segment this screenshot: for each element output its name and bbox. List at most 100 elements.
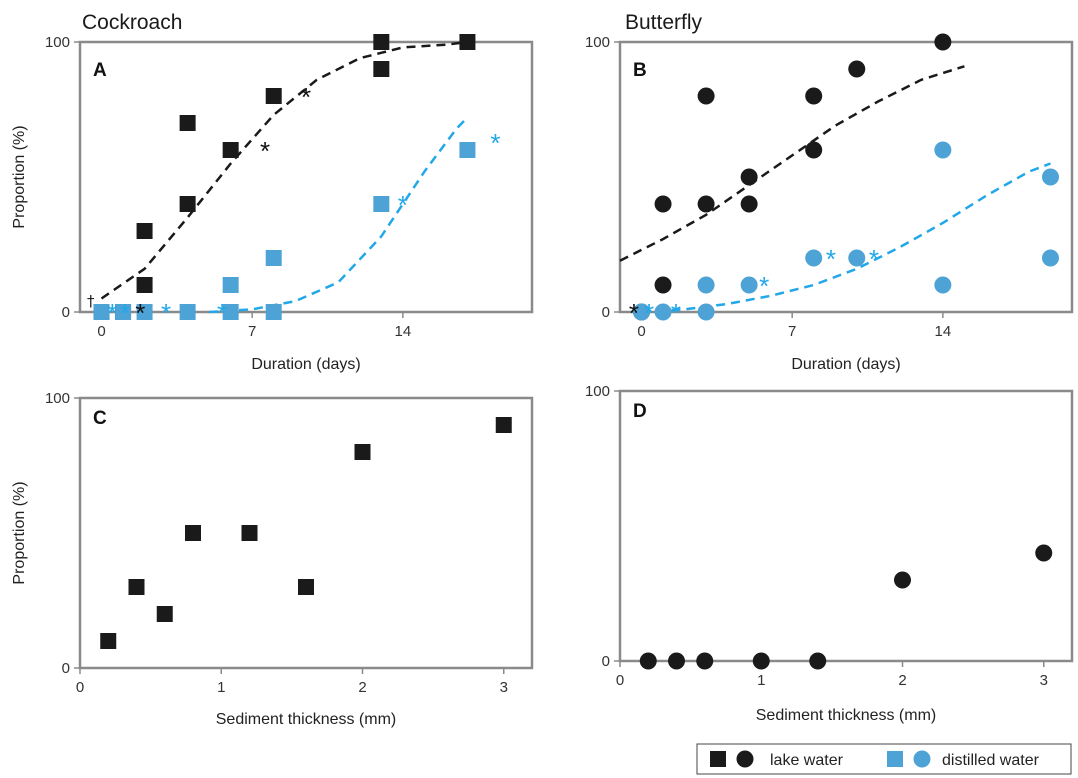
panel-letter: A [93, 60, 107, 81]
data-point-circle [639, 652, 657, 670]
data-point-circle [934, 141, 952, 159]
legend-lake-circle-marker [736, 750, 754, 768]
data-point-circle [1041, 168, 1059, 186]
data-point-square [354, 444, 371, 460]
data-point-circle [740, 168, 758, 186]
significance-star: * [629, 298, 639, 328]
panel-letter: D [633, 401, 647, 422]
data-point-circle [740, 195, 758, 213]
data-point-square [265, 250, 282, 266]
y-tick-label: 0 [62, 660, 70, 677]
data-point-square [373, 61, 390, 77]
data-point-square [136, 304, 153, 320]
data-point-circle [805, 87, 823, 105]
y-tick-label: 100 [45, 34, 70, 51]
data-point-circle [934, 276, 952, 294]
data-point-circle [740, 276, 758, 294]
data-point-square [459, 142, 476, 158]
data-point-square [222, 277, 239, 293]
plot-frame [78, 40, 534, 314]
data-point-circle [894, 571, 911, 589]
x-tick-label: 1 [217, 679, 225, 696]
data-point-square [115, 304, 132, 320]
plot-frame [618, 40, 1074, 314]
data-point-circle [668, 652, 685, 670]
legend: lake water distilled water [696, 743, 1072, 775]
significance-star: * [826, 244, 836, 274]
data-point-square [100, 633, 117, 649]
x-tick-label: 3 [1040, 672, 1048, 689]
significance-star: * [217, 298, 227, 328]
data-point-circle [848, 60, 866, 78]
data-point-circle [654, 303, 672, 321]
data-point-circle [697, 195, 715, 213]
x-tick-label: 0 [616, 672, 624, 689]
data-point-square [373, 196, 390, 212]
data-point-square [156, 606, 173, 622]
panel-letter: B [633, 60, 647, 81]
data-point-circle [805, 249, 823, 267]
data-point-square [459, 34, 476, 50]
data-point-circle [696, 652, 714, 670]
legend-distilled-circle-marker [913, 750, 931, 768]
data-point-square [241, 525, 258, 541]
data-point-circle [697, 276, 715, 294]
data-point-square [298, 579, 314, 595]
legend-lake-label: lake water [770, 752, 844, 769]
data-point-square [179, 196, 196, 212]
data-point-circle [1041, 249, 1059, 267]
x-axis-label: Sediment thickness (mm) [756, 707, 937, 724]
data-point-square [185, 525, 201, 541]
significance-star: * [759, 271, 769, 301]
data-point-square [265, 88, 282, 104]
x-axis-label: Duration (days) [791, 356, 900, 373]
data-point-square [179, 304, 196, 320]
data-point-square [179, 115, 196, 131]
significance-star: * [644, 298, 654, 328]
significance-star: * [260, 136, 270, 166]
data-point-circle [633, 303, 651, 321]
data-point-circle [848, 249, 866, 267]
data-point-circle [1035, 544, 1053, 562]
y-tick-label: 0 [602, 304, 610, 321]
x-tick-label: 2 [898, 672, 906, 689]
legend-box [696, 743, 1072, 775]
x-tick-label: 0 [76, 679, 84, 696]
data-point-circle [809, 652, 827, 670]
y-tick-label: 100 [585, 34, 610, 51]
data-point-circle [654, 195, 672, 213]
y-tick-label: 100 [585, 383, 610, 400]
data-point-square [495, 417, 512, 433]
data-point-square [222, 142, 239, 158]
significance-star: * [490, 128, 500, 158]
dagger-annotation: † [87, 292, 95, 310]
x-axis-label: Duration (days) [251, 356, 360, 373]
panel-title-butterfly: Butterfly [625, 11, 703, 34]
significance-star: * [135, 298, 145, 328]
data-point-circle [697, 87, 715, 105]
y-axis-label: Proportion (%) [11, 125, 28, 228]
data-point-square [136, 277, 153, 293]
legend-distilled-label: distilled water [942, 752, 1040, 769]
x-tick-label: 7 [788, 323, 796, 340]
data-point-circle [752, 652, 770, 670]
fit-curve [100, 40, 468, 300]
x-tick-label: 0 [97, 323, 105, 340]
data-point-circle [934, 33, 952, 51]
data-point-circle [697, 303, 715, 321]
x-axis-label: Sediment thickness (mm) [216, 711, 397, 728]
y-tick-label: 100 [45, 390, 70, 407]
x-tick-label: 7 [248, 323, 256, 340]
significance-star: * [869, 244, 879, 274]
significance-star: * [398, 190, 408, 220]
fit-curve [619, 65, 965, 262]
x-tick-label: 1 [757, 672, 765, 689]
plot-frame [78, 396, 534, 670]
significance-star: * [301, 82, 311, 112]
legend-distilled-square-marker [887, 751, 903, 767]
data-point-square [136, 223, 153, 239]
y-tick-label: 0 [602, 653, 610, 670]
x-tick-label: 14 [395, 323, 412, 340]
